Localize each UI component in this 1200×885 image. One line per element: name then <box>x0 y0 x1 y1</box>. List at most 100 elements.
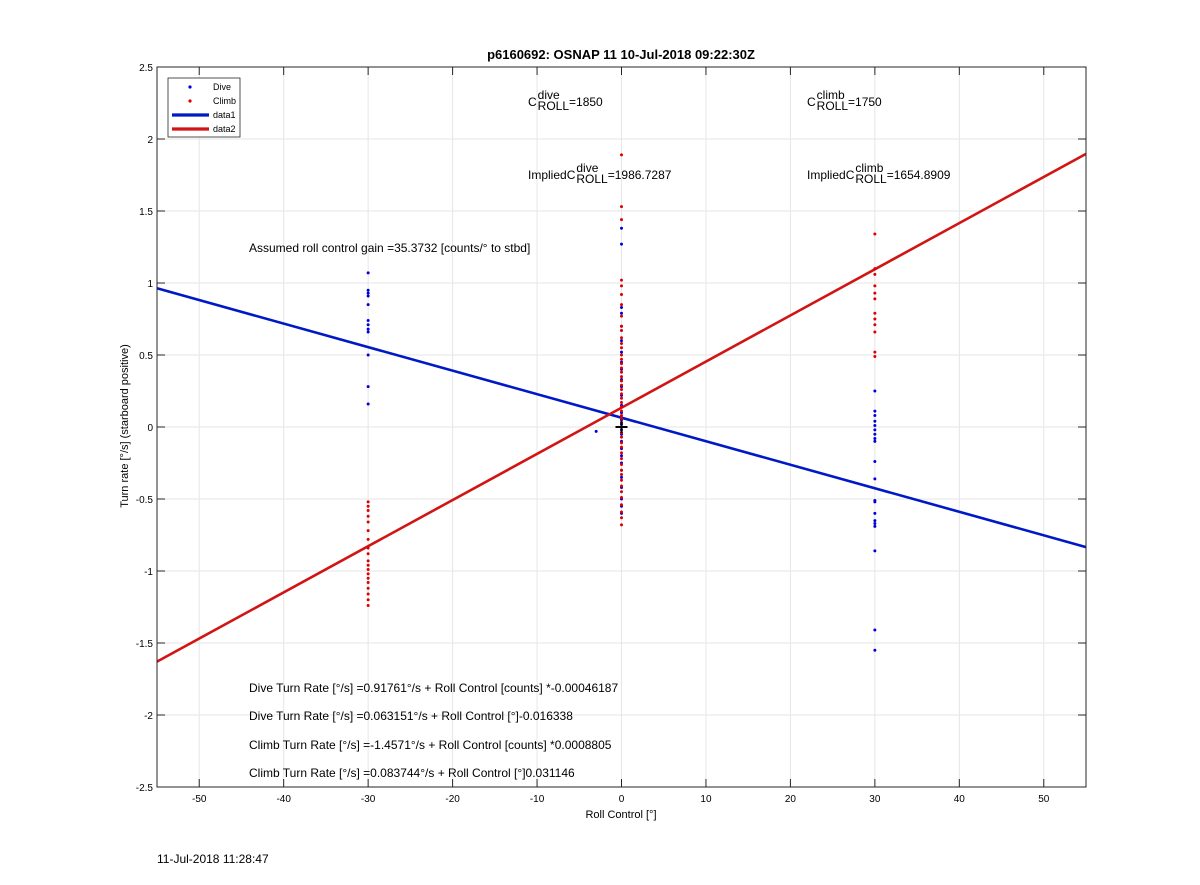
x-tick-label: -20 <box>445 794 460 805</box>
climb-point <box>620 341 623 345</box>
dive-point <box>366 318 370 322</box>
climb-point <box>366 581 370 585</box>
annotation-superscript: dive <box>576 161 598 175</box>
climb-point <box>873 311 877 315</box>
climb-point <box>366 586 370 590</box>
dive-point <box>620 311 623 315</box>
annotation-superscript: climb <box>855 161 883 175</box>
climb-point <box>620 336 623 340</box>
annotation-symbol: C <box>567 168 576 182</box>
climb-point <box>873 284 877 288</box>
climb-point <box>620 510 623 514</box>
climb-point <box>873 354 877 358</box>
climb-point <box>873 232 877 236</box>
chart-title: p6160692: OSNAP 11 10-Jul-2018 09:22:30Z <box>487 47 755 62</box>
dive-point <box>366 353 370 357</box>
climb-point <box>620 293 623 297</box>
y-tick-label: -0.5 <box>136 495 154 506</box>
annotation-prefix: Implied <box>807 168 846 182</box>
dive-point <box>873 500 877 504</box>
climb-point <box>620 379 623 383</box>
dive-point <box>594 429 598 433</box>
climb-point <box>873 272 877 276</box>
dive-point <box>366 294 370 298</box>
climb-point <box>873 291 877 295</box>
climb-point <box>620 314 623 318</box>
climb-point <box>620 329 623 333</box>
climb-point <box>366 592 370 596</box>
climb-point <box>620 383 623 387</box>
y-tick-label: 2 <box>147 135 153 146</box>
climb-point <box>366 504 370 508</box>
climb-point <box>620 445 623 449</box>
y-tick-label: 0.5 <box>139 351 153 362</box>
dive-point <box>366 402 370 406</box>
climb-point <box>620 405 623 409</box>
climb-point <box>620 451 623 455</box>
dive-point <box>873 477 877 481</box>
x-axis-label: Roll Control [°] <box>585 809 656 821</box>
climb-point <box>620 473 623 477</box>
dive-point <box>873 432 877 436</box>
center-marker <box>615 421 628 433</box>
x-tick-label: -50 <box>192 794 207 805</box>
dive-point <box>873 437 877 441</box>
dive-point <box>873 519 877 523</box>
climb-point <box>366 529 370 533</box>
dive-point <box>366 291 370 295</box>
climb-point <box>620 153 623 157</box>
climb-point <box>366 552 370 556</box>
annotation-symbol: C <box>528 95 537 109</box>
dive-point <box>873 628 877 632</box>
climb-point <box>620 490 623 494</box>
dive-point <box>873 439 877 443</box>
legend-box <box>167 77 241 138</box>
climb-point <box>620 362 623 366</box>
y-tick-label: -2 <box>144 711 153 722</box>
climb-point <box>620 416 623 420</box>
dive-point <box>366 288 370 292</box>
annotation-symbol: C <box>807 95 816 109</box>
annotation-prefix: Implied <box>528 168 567 182</box>
scatter-points <box>366 153 877 652</box>
climb-point <box>620 401 623 405</box>
climb-point <box>873 317 877 321</box>
legend-label-climb: Climb <box>213 96 236 106</box>
dive-point <box>620 242 623 246</box>
dive-point <box>366 323 370 327</box>
x-tick-label: -10 <box>530 794 545 805</box>
axis-ticks: -50 -40 -30 -20 -10 0 10 20 30 40 50-2.5-2-1.5-1-0… <box>136 63 1086 805</box>
x-tick-label: 20 <box>785 794 797 805</box>
climb-point <box>873 330 877 334</box>
annotation-subscript: ROLL <box>576 172 608 186</box>
dive-point <box>620 350 623 354</box>
climb-point <box>620 346 623 350</box>
climb-point <box>366 572 370 576</box>
climb-point <box>873 297 877 301</box>
climb-point <box>620 392 623 396</box>
dive-point <box>873 409 877 413</box>
y-tick-label: 2.5 <box>139 63 153 74</box>
dive-point <box>873 389 877 393</box>
climb-point <box>620 284 623 288</box>
climb-point <box>620 205 623 209</box>
dive-point <box>366 385 370 389</box>
dive-point <box>620 339 623 343</box>
legend-label-data1: data1 <box>213 110 236 120</box>
climb-point <box>620 324 623 328</box>
climb-point <box>620 478 623 482</box>
annotation-fit-equation: Climb Turn Rate [°/s] =0.083744°/s + Rol… <box>249 766 575 780</box>
annotation-subscript: ROLL <box>538 99 570 113</box>
annotation-subscript: ROLL <box>855 172 887 186</box>
climb-point <box>620 396 623 400</box>
dive-point <box>366 271 370 275</box>
annotation-value: =1986.7287 <box>608 168 672 182</box>
climb-point <box>873 267 877 271</box>
climb-point <box>366 514 370 518</box>
legend-label-data2: data2 <box>213 124 236 134</box>
dive-point <box>873 524 877 528</box>
print-timestamp: 11-Jul-2018 11:28:47 <box>157 852 269 866</box>
dive-point <box>873 549 877 553</box>
